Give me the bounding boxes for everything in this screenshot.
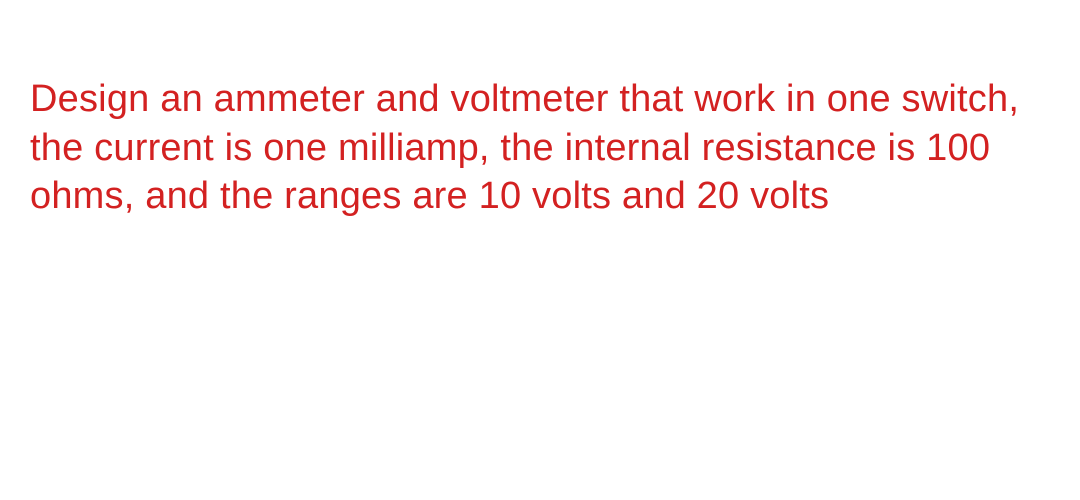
question-text: Design an ammeter and voltmeter that wor… bbox=[30, 75, 1050, 221]
